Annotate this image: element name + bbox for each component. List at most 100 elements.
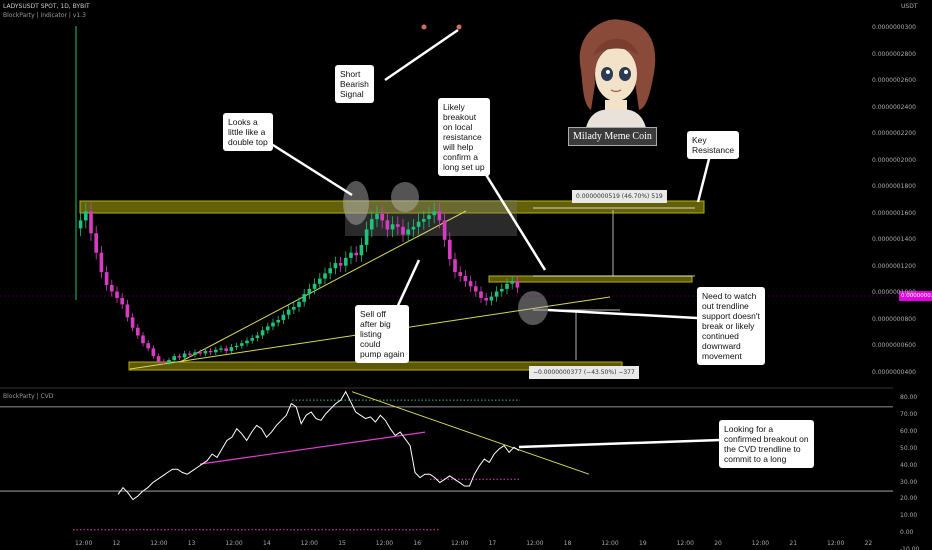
time-tick-label: 12:00 bbox=[526, 540, 544, 547]
cvd-tick-label: 10.00 bbox=[900, 512, 918, 520]
candle-body bbox=[224, 348, 229, 351]
price-tick-label: 0.0000002600 bbox=[872, 77, 916, 84]
price-tick-label: 0.0000002200 bbox=[872, 130, 916, 137]
short-signal-box bbox=[345, 200, 517, 236]
time-tick-label: 20 bbox=[714, 540, 722, 547]
candle-body bbox=[234, 345, 239, 348]
candle-body bbox=[146, 343, 151, 349]
candle-body bbox=[432, 211, 437, 216]
time-tick-label: 12:00 bbox=[225, 540, 243, 547]
candle-body bbox=[515, 281, 520, 288]
candle-body bbox=[104, 272, 109, 286]
cvd-tick-label: 80.00 bbox=[900, 394, 918, 402]
time-tick-label: 19 bbox=[639, 540, 647, 547]
time-tick-label: 12:00 bbox=[75, 540, 93, 547]
time-tick-label: 17 bbox=[488, 540, 497, 547]
candle-body bbox=[354, 252, 359, 256]
time-tick-label: 12:00 bbox=[375, 540, 394, 547]
candle-body bbox=[182, 353, 187, 358]
time-tick-label: 12:00 bbox=[827, 540, 845, 547]
candle-body bbox=[198, 352, 203, 354]
connector-short-bearish bbox=[384, 28, 459, 82]
candle-body bbox=[120, 297, 125, 305]
candle-body bbox=[349, 252, 353, 258]
price-tick-label: 0.0000001800 bbox=[872, 183, 916, 190]
time-tick-label: 22 bbox=[864, 540, 873, 547]
annotation-double-top: Looks a little like a double top bbox=[223, 113, 273, 151]
cvd-line bbox=[117, 390, 520, 501]
time-tick-label: 14 bbox=[263, 540, 271, 547]
candle-body bbox=[125, 304, 130, 318]
connector-double-top bbox=[264, 138, 353, 197]
candle-body bbox=[172, 356, 177, 361]
candle-body bbox=[219, 348, 223, 350]
candle-body bbox=[489, 296, 494, 301]
candle-body bbox=[78, 220, 83, 229]
candle-body bbox=[406, 229, 411, 235]
local-resistance-zone bbox=[488, 275, 693, 283]
annotation-sell-off: Sell off after big listing could pump ag… bbox=[355, 305, 410, 363]
candle-body bbox=[421, 219, 426, 222]
candle-body bbox=[437, 211, 442, 221]
indicator-header: BlockParty | Indicator | v1.3 bbox=[3, 12, 86, 19]
time-tick-label: 18 bbox=[563, 540, 572, 547]
candle-body bbox=[468, 281, 473, 287]
candle-body bbox=[505, 283, 509, 289]
time-tick-label: 12:00 bbox=[676, 540, 694, 547]
candle-body bbox=[291, 307, 296, 310]
candle-body bbox=[229, 347, 234, 351]
candle-body bbox=[442, 220, 447, 240]
candle-body bbox=[115, 291, 119, 298]
annotation-breakout: Likely breakout on local resistance will… bbox=[438, 98, 490, 176]
resistance-zone bbox=[79, 200, 705, 214]
measure-up-label: 0.0000000519 (46.70%) 519 bbox=[572, 190, 667, 203]
connector-breakout bbox=[478, 164, 547, 271]
candle-body bbox=[447, 239, 452, 260]
cvd-header: BlockParty | CVD bbox=[3, 393, 54, 400]
candle-body bbox=[395, 224, 400, 227]
cvd-tick-label: 0.00 bbox=[900, 529, 914, 537]
price-tick-label: 0.0000001600 bbox=[872, 209, 916, 217]
candle-body bbox=[369, 219, 374, 230]
annotation-cvd-breakout: Looking for a confirmed breakout on the … bbox=[719, 420, 814, 468]
candle-body bbox=[385, 220, 390, 230]
double-top-circle-1 bbox=[343, 181, 369, 225]
candle-body bbox=[141, 335, 145, 344]
candle-body bbox=[255, 335, 260, 339]
candle-body bbox=[494, 291, 499, 297]
price-tick-label: 0.0000002400 bbox=[872, 103, 916, 111]
candle-body bbox=[213, 349, 218, 353]
milady-logo: Milady Meme Coin bbox=[565, 12, 665, 152]
price-tick-label: 0.0000001200 bbox=[872, 262, 916, 270]
candle-body bbox=[245, 340, 249, 344]
signal-dot-2 bbox=[456, 24, 462, 30]
candle-body bbox=[359, 244, 364, 256]
signal-dot-1 bbox=[421, 24, 427, 30]
candle-body bbox=[203, 350, 208, 354]
annotation-watch-trendline: Need to watch out trendline support does… bbox=[697, 287, 765, 365]
candle-body bbox=[187, 353, 192, 355]
candle-body bbox=[484, 297, 489, 301]
candle-body bbox=[135, 327, 140, 336]
double-top-circle-2 bbox=[391, 182, 419, 212]
price-tick-label: 0.0000000800 bbox=[872, 315, 916, 323]
candle-body bbox=[427, 215, 431, 220]
candle-body bbox=[83, 211, 88, 221]
connector-watch-trendline bbox=[547, 308, 698, 320]
logo-caption: Milady Meme Coin bbox=[568, 127, 657, 146]
time-tick-label: 21 bbox=[789, 540, 798, 547]
candle-body bbox=[463, 275, 468, 282]
time-tick-label: 12:00 bbox=[150, 540, 168, 547]
time-tick-label: 12:00 bbox=[751, 540, 770, 547]
candle-body bbox=[271, 322, 275, 327]
connector-key-resistance bbox=[696, 154, 712, 203]
candle-body bbox=[193, 352, 197, 355]
time-tick-label: 15 bbox=[338, 540, 346, 547]
price-tick-label: 0.0000000300 bbox=[872, 24, 916, 31]
price-tick-label: 0.0000002800 bbox=[872, 50, 916, 58]
candle-body bbox=[307, 288, 312, 295]
currency-label: USDT bbox=[901, 3, 918, 10]
candle-body bbox=[297, 301, 301, 308]
candle-body bbox=[473, 286, 478, 292]
